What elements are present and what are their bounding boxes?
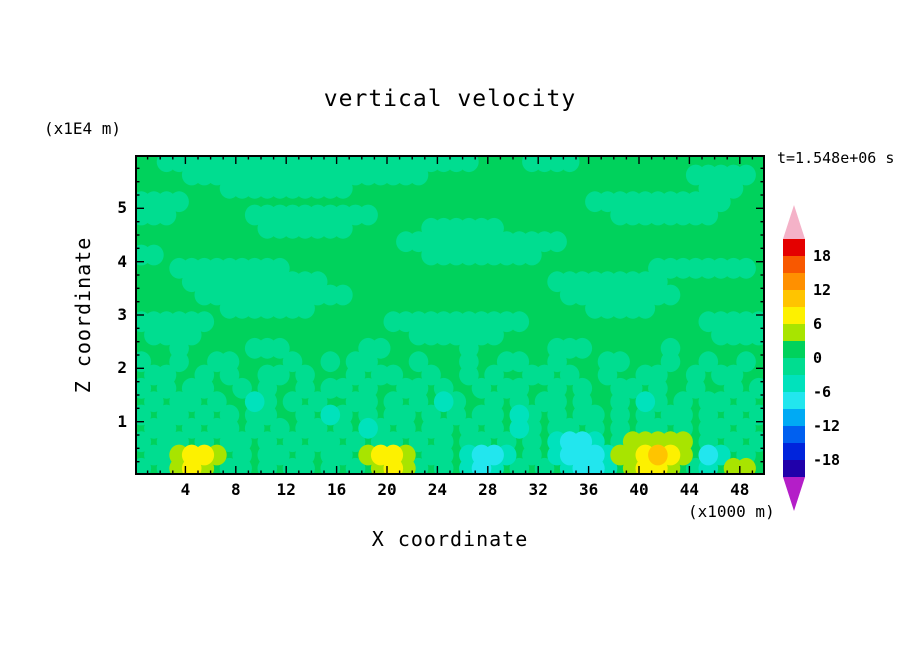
colorbar-label: -12	[813, 417, 841, 435]
x-tick-label: 16	[326, 480, 347, 499]
chart-title: vertical velocity	[323, 86, 577, 112]
x-tick-label: 36	[578, 480, 599, 499]
colorbar-label: -6	[813, 383, 832, 401]
colorbar-band	[783, 375, 805, 392]
colorbar-label: 0	[813, 349, 823, 367]
colorbar-label: 12	[813, 281, 832, 299]
y-axis-title: Z coordinate	[71, 236, 95, 394]
colorbar-band	[783, 426, 805, 443]
colorbar-under-arrow	[783, 477, 805, 511]
y-tick-label: 5	[117, 198, 127, 218]
colorbar-band	[783, 256, 805, 273]
y-tick-labels: 1 2 3 4 5	[99, 0, 127, 654]
colorbar-band	[783, 307, 805, 324]
colorbar-band	[783, 273, 805, 290]
colorbar-over-arrow	[783, 205, 805, 239]
colorbar-band	[783, 324, 805, 341]
colorbar-label: 18	[813, 247, 832, 265]
x-tick-label: 4	[180, 480, 191, 499]
x-tick-label: 24	[427, 480, 448, 499]
x-axis-title: X coordinate	[371, 527, 529, 551]
colorbar-band	[783, 358, 805, 375]
colorbar-band	[783, 460, 805, 477]
y-axis-title-wrap: Z coordinate	[70, 155, 96, 475]
y-tick-label: 1	[117, 411, 127, 431]
colorbar-label: -18	[813, 451, 841, 469]
colorbar-band	[783, 341, 805, 358]
x-tick-label: 12	[276, 480, 296, 499]
x-tick-label: 48	[730, 480, 750, 499]
contour-plot	[135, 155, 765, 475]
x-tick-label: 28	[478, 480, 498, 499]
x-tick-label: 44	[679, 480, 700, 499]
colorbar-band	[783, 409, 805, 426]
colorbar-band	[783, 443, 805, 460]
y-tick-label: 4	[117, 251, 127, 271]
x-tick-label: 40	[629, 480, 649, 499]
y-tick-label: 3	[117, 305, 127, 324]
x-axis-unit-label: (x1000 m)	[688, 502, 775, 521]
colorbar-band	[783, 290, 805, 307]
x-tick-label: 20	[377, 480, 397, 499]
x-tick-labels: 4 8 12 16 20 24 28 32 36 40 44 48	[0, 480, 904, 502]
x-tick-label: 8	[230, 480, 241, 499]
y-axis-unit-label: (x1E4 m)	[44, 119, 122, 138]
colorbar-band	[783, 392, 805, 409]
x-tick-label: 32	[528, 480, 548, 499]
colorbar-band	[783, 239, 805, 256]
y-tick-label: 2	[117, 358, 127, 378]
colorbar-label: 6	[813, 315, 823, 333]
colorbar	[783, 205, 805, 511]
timestamp-label: t=1.548e+06 s	[777, 149, 895, 167]
